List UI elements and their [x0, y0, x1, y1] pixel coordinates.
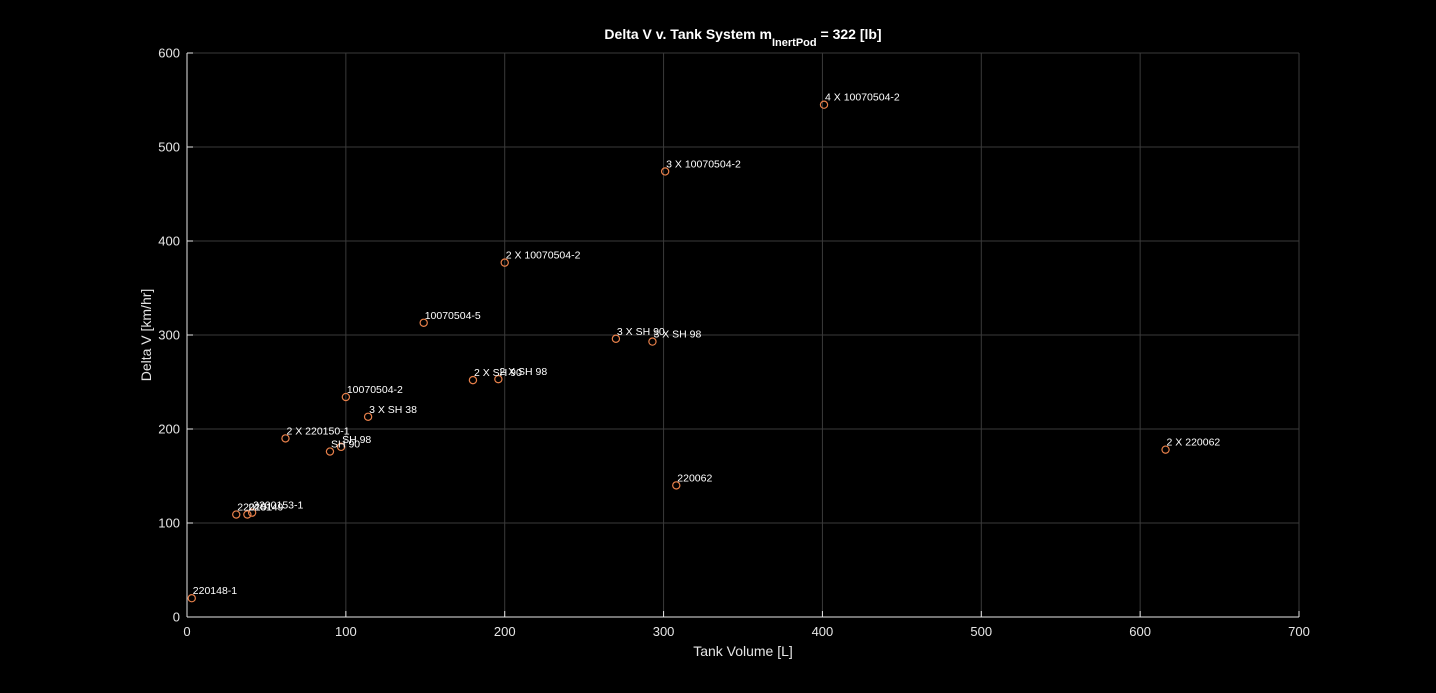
data-point-label: 2 X SH 98 — [499, 366, 547, 378]
data-point-label: 2 X SH 90 — [474, 367, 522, 379]
x-tick-label: 0 — [183, 624, 190, 639]
data-points — [187, 100, 1170, 603]
data-point-label: 220149 — [248, 502, 283, 514]
data-point-label: 10070504-2 — [347, 384, 403, 396]
data-point — [325, 447, 335, 456]
data-point — [247, 508, 257, 517]
y-tick-label: 200 — [158, 422, 180, 437]
y-axis-title: Delta V [km/hr] — [138, 289, 154, 382]
tick-labels: 0 100 200 300 400 500 600 700 0 100 200 300 400 500 60… — [158, 46, 1310, 640]
data-point-label: 3 X 10070504-2 — [666, 158, 741, 170]
data-point — [336, 442, 346, 452]
y-tick-label: 400 — [158, 234, 180, 249]
data-point — [419, 318, 428, 327]
chart-title-subscript: InertPod — [772, 37, 817, 49]
data-point — [363, 412, 373, 421]
y-tick-label: 0 — [173, 610, 180, 625]
data-point — [243, 510, 252, 519]
chart-title: Delta V v. Tank System mInertPod = 322 [… — [604, 26, 881, 49]
y-tick-label: 600 — [158, 46, 180, 61]
data-point-label: 10070504-5 — [425, 310, 481, 322]
data-point — [1161, 445, 1170, 454]
data-point-label: 2 X 220062 — [1167, 437, 1221, 449]
x-tick-label: 100 — [335, 624, 357, 639]
x-tick-label: 400 — [812, 624, 834, 639]
x-tick-label: 200 — [494, 624, 516, 639]
chart-title-suffix: = 322 [lb] — [817, 26, 882, 42]
grid — [186, 52, 1300, 618]
x-tick-label: 600 — [1129, 624, 1151, 639]
data-point-label: 4 X 10070504-2 — [825, 92, 900, 104]
data-point-label: SH 98 — [342, 434, 371, 446]
x-tick-label: 300 — [653, 624, 675, 639]
data-point — [232, 510, 241, 519]
data-point — [672, 481, 681, 490]
data-point-label: 3 X SH 90 — [617, 326, 665, 338]
data-point — [468, 375, 478, 385]
x-axis-title: Tank Volume [L] — [693, 643, 793, 659]
x-tick-label: 700 — [1288, 624, 1310, 639]
data-point-label: 220062 — [677, 472, 712, 484]
data-point-label: 2 X 10070504-2 — [506, 250, 581, 262]
data-point — [187, 594, 196, 603]
data-point — [500, 258, 509, 267]
data-point-label: 2 X 220150-1 — [286, 425, 349, 437]
data-point-label: 220151 — [237, 502, 272, 514]
data-point — [494, 374, 503, 384]
data-point — [648, 337, 657, 346]
y-tick-label: 300 — [158, 328, 180, 343]
y-tick-label: 100 — [158, 516, 180, 531]
data-point — [819, 100, 829, 109]
data-point-label: 2200153-1 — [253, 500, 303, 512]
data-point — [660, 167, 670, 176]
chart-title-prefix: Delta V v. Tank System m — [604, 26, 772, 42]
y-tick-label: 500 — [158, 140, 180, 155]
axes — [186, 52, 1300, 618]
data-point — [341, 392, 351, 402]
data-point — [281, 434, 290, 443]
data-point-label: 220148-1 — [193, 585, 238, 597]
x-tick-label: 500 — [970, 624, 992, 639]
data-point-label: 3 X SH 98 — [653, 329, 701, 341]
data-point-label: SH 90 — [331, 439, 360, 451]
data-point — [611, 334, 621, 343]
data-point-label: 3 X SH 38 — [369, 404, 417, 416]
